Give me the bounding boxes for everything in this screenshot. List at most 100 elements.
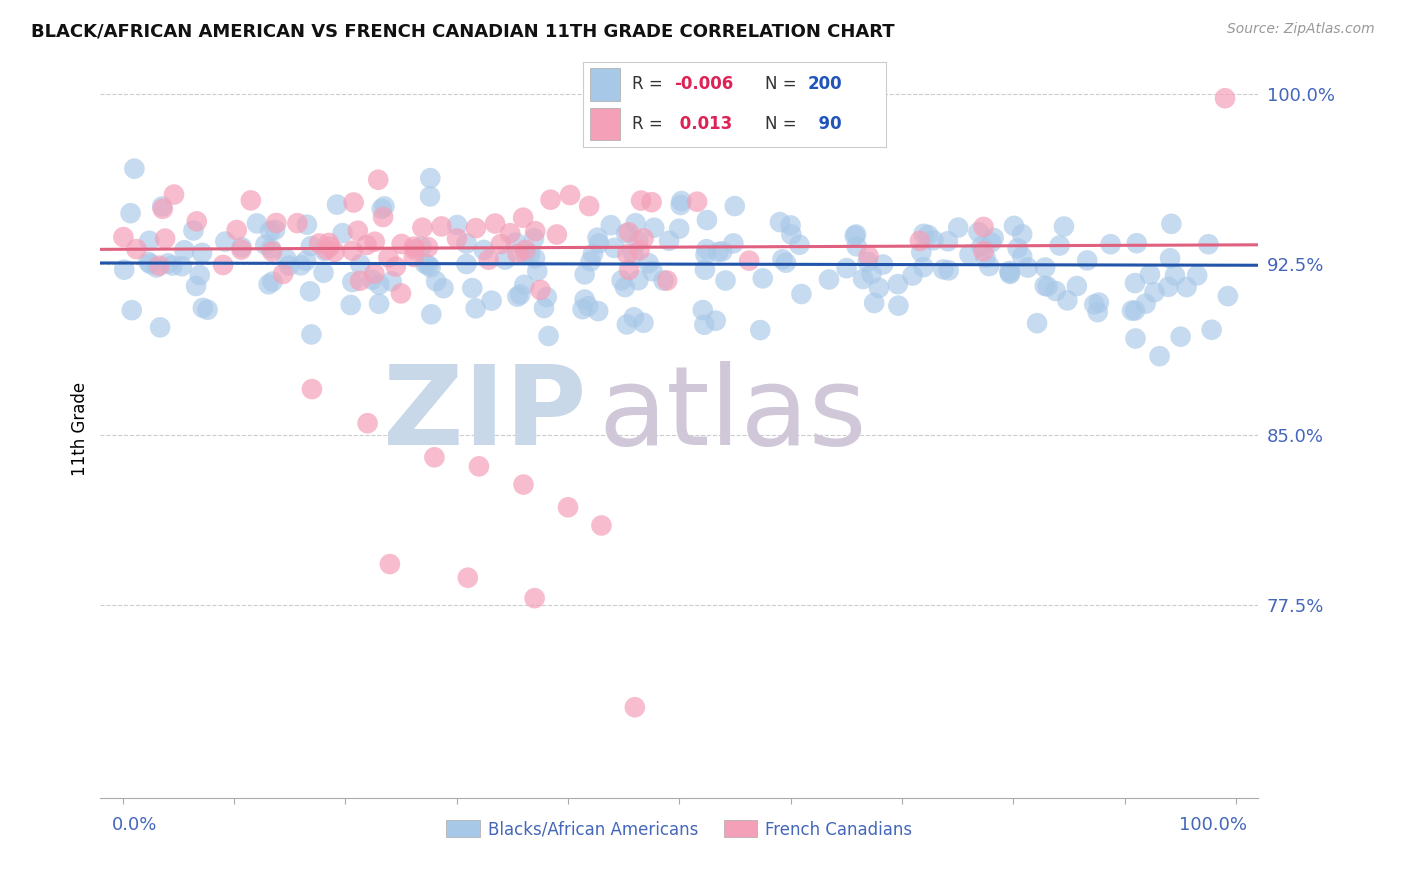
Point	[582, 247, 605, 261]
Point	[696, 213, 718, 227]
Point	[231, 240, 253, 254]
Point	[170, 259, 193, 273]
Point	[299, 239, 322, 253]
Point	[524, 252, 547, 266]
Point	[1083, 297, 1105, 311]
Text: R =: R =	[631, 76, 662, 94]
Point	[138, 234, 160, 248]
Point	[845, 239, 868, 253]
Point	[578, 199, 600, 213]
Text: 100.0%: 100.0%	[1180, 816, 1247, 834]
Point	[1185, 268, 1208, 283]
Point	[290, 258, 312, 272]
Point	[373, 199, 395, 213]
Text: atlas: atlas	[599, 360, 868, 467]
Point	[546, 227, 568, 242]
Point	[457, 571, 479, 585]
Point	[704, 314, 727, 328]
Point	[505, 235, 527, 250]
Point	[423, 450, 446, 465]
Point	[1007, 241, 1029, 255]
Point	[184, 279, 207, 293]
Point	[264, 223, 287, 237]
Point	[148, 259, 170, 273]
Point	[872, 258, 894, 272]
Point	[738, 253, 761, 268]
Text: 0.0%: 0.0%	[111, 816, 157, 834]
Point	[456, 236, 478, 251]
Point	[363, 267, 385, 281]
Point	[998, 266, 1021, 280]
Point	[125, 242, 148, 256]
Point	[1216, 289, 1239, 303]
Text: N =: N =	[765, 76, 796, 94]
Point	[231, 243, 253, 257]
Point	[1123, 276, 1146, 290]
Point	[259, 224, 281, 238]
FancyBboxPatch shape	[589, 108, 620, 140]
Point	[959, 247, 981, 261]
Point	[478, 252, 501, 267]
Point	[574, 268, 596, 282]
Point	[315, 243, 337, 257]
Point	[402, 250, 425, 264]
Point	[138, 255, 160, 269]
Point	[124, 161, 146, 176]
Point	[1045, 284, 1067, 298]
Point	[173, 244, 195, 258]
Point	[533, 301, 555, 315]
Point	[669, 198, 692, 212]
Point	[616, 318, 638, 332]
Point	[858, 249, 880, 263]
Point	[910, 245, 932, 260]
Point	[385, 260, 408, 274]
Point	[162, 259, 184, 273]
Point	[901, 268, 924, 283]
Point	[339, 298, 361, 312]
Point	[139, 257, 162, 271]
Point	[349, 274, 371, 288]
Point	[749, 323, 772, 337]
Point	[225, 223, 247, 237]
Point	[191, 245, 214, 260]
Point	[120, 206, 142, 220]
Point	[1076, 253, 1098, 268]
Point	[998, 267, 1021, 281]
Point	[983, 231, 1005, 245]
Point	[145, 260, 167, 275]
Point	[1125, 236, 1147, 251]
Point	[1160, 217, 1182, 231]
Point	[413, 257, 436, 271]
Point	[980, 235, 1002, 250]
Point	[308, 236, 330, 251]
Point	[343, 195, 366, 210]
Point	[318, 235, 340, 250]
Point	[633, 316, 655, 330]
Point	[1170, 329, 1192, 343]
Point	[214, 235, 236, 249]
Point	[1121, 303, 1143, 318]
Point	[576, 299, 599, 313]
Point	[150, 199, 173, 213]
Point	[1099, 237, 1122, 252]
Text: Source: ZipAtlas.com: Source: ZipAtlas.com	[1227, 22, 1375, 37]
Point	[368, 297, 391, 311]
Point	[599, 218, 621, 232]
Point	[571, 302, 593, 317]
Point	[370, 202, 392, 216]
Point	[751, 271, 773, 285]
Point	[1033, 278, 1056, 293]
Point	[723, 236, 745, 251]
Point	[323, 244, 346, 259]
Point	[932, 262, 955, 277]
Point	[614, 227, 637, 241]
Point	[314, 244, 336, 258]
Point	[1125, 331, 1147, 345]
Point	[332, 226, 354, 240]
Text: 200: 200	[807, 76, 842, 94]
Point	[381, 274, 404, 288]
Point	[153, 232, 176, 246]
Point	[197, 302, 219, 317]
Point	[1087, 305, 1109, 319]
Point	[312, 266, 335, 280]
